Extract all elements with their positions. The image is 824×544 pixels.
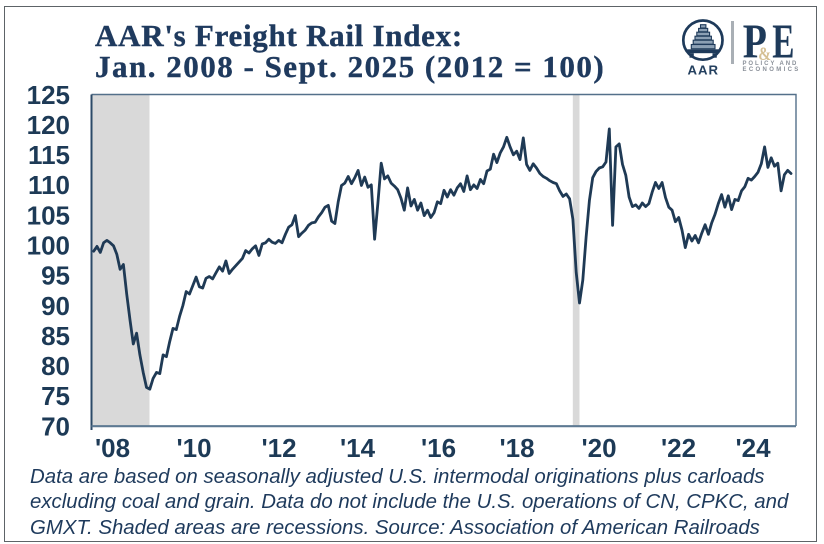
- svg-text:'16: '16: [421, 433, 456, 463]
- svg-text:70: 70: [41, 411, 70, 441]
- svg-text:100: 100: [27, 231, 70, 261]
- svg-text:105: 105: [27, 200, 70, 230]
- svg-text:E: E: [772, 16, 794, 69]
- svg-text:85: 85: [41, 321, 70, 351]
- svg-text:110: 110: [28, 170, 70, 200]
- svg-text:75: 75: [41, 381, 70, 411]
- svg-text:'20: '20: [581, 433, 616, 463]
- svg-text:&: &: [758, 45, 771, 65]
- svg-text:120: 120: [27, 110, 70, 140]
- svg-text:AAR: AAR: [688, 63, 720, 78]
- svg-text:95: 95: [41, 261, 70, 291]
- svg-text:'08: '08: [95, 433, 130, 463]
- svg-text:'18: '18: [499, 433, 534, 463]
- svg-text:'22: '22: [661, 433, 696, 463]
- svg-text:115: 115: [28, 140, 70, 170]
- svg-text:'24: '24: [735, 433, 771, 463]
- svg-text:'12: '12: [261, 433, 296, 463]
- svg-text:90: 90: [41, 291, 70, 321]
- svg-text:'14: '14: [340, 433, 376, 463]
- svg-text:'10: '10: [176, 433, 211, 463]
- svg-text:P: P: [743, 16, 767, 69]
- svg-text:125: 125: [27, 80, 70, 110]
- svg-text:80: 80: [41, 351, 70, 381]
